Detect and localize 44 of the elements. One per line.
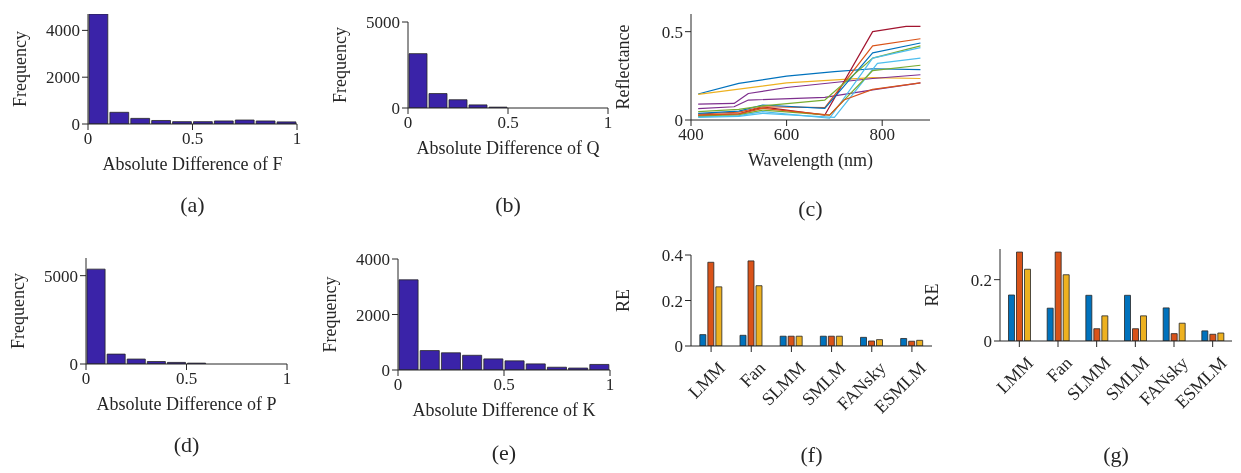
x-axis-title: Absolute Difference of Q: [416, 138, 600, 158]
text: (c): [797, 196, 824, 222]
x-axis-title: Wavelength (nm): [747, 150, 874, 171]
y-tick-label: 4000: [356, 250, 390, 270]
x-tick-label: 0.5: [181, 129, 204, 149]
x-tick-label: 1: [282, 369, 292, 389]
x-tick-label: 800: [869, 125, 895, 145]
y-axis-title: Frequency: [330, 27, 350, 103]
y-tick-label: 0: [674, 337, 683, 357]
y-tick-label: 0.5: [661, 22, 683, 42]
text: (g): [1102, 442, 1130, 468]
x-tick-label: 400: [678, 125, 704, 145]
y-axis-title: Frequency: [10, 31, 30, 107]
y-tick-label: 2000: [46, 68, 80, 88]
y-axis-title: RE: [922, 283, 942, 307]
x-tick-label: 0: [83, 129, 93, 149]
y-tick-label: 0: [391, 99, 400, 119]
y-tick-label: 4000: [46, 21, 80, 41]
x-tick-label: 0.5: [175, 369, 198, 389]
x-axis-title: Absolute Difference of P: [96, 394, 277, 414]
x-tick-label: 1: [605, 375, 615, 395]
x-tick-label: 600: [773, 125, 800, 145]
y-axis-title: RE: [613, 288, 633, 313]
y-tick-label: 5000: [44, 266, 78, 286]
x-axis-title: Absolute Difference of F: [102, 154, 283, 174]
y-tick-label: 5000: [366, 13, 400, 33]
text: (b): [494, 192, 522, 218]
y-tick-label: 0.2: [661, 291, 683, 311]
y-tick-label: 2000: [356, 305, 390, 325]
text: (f): [799, 442, 824, 468]
text: (a): [179, 192, 206, 218]
y-axis-title: Frequency: [320, 276, 340, 353]
x-tick-label: 1: [603, 113, 613, 133]
y-axis-title: Reflectance: [613, 24, 633, 110]
x-tick-label: 0.5: [497, 113, 519, 133]
y-axis-title: Frequency: [8, 273, 28, 349]
text: (d): [172, 432, 201, 458]
x-axis-title: Absolute Difference of K: [412, 400, 596, 420]
text: (e): [490, 440, 518, 466]
y-tick-label: 0.4: [661, 246, 684, 266]
x-tick-label: 0: [403, 113, 413, 133]
y-tick-label: 0.2: [970, 270, 992, 290]
x-tick-label: 0.5: [493, 375, 515, 395]
x-tick-label: 1: [292, 129, 302, 149]
